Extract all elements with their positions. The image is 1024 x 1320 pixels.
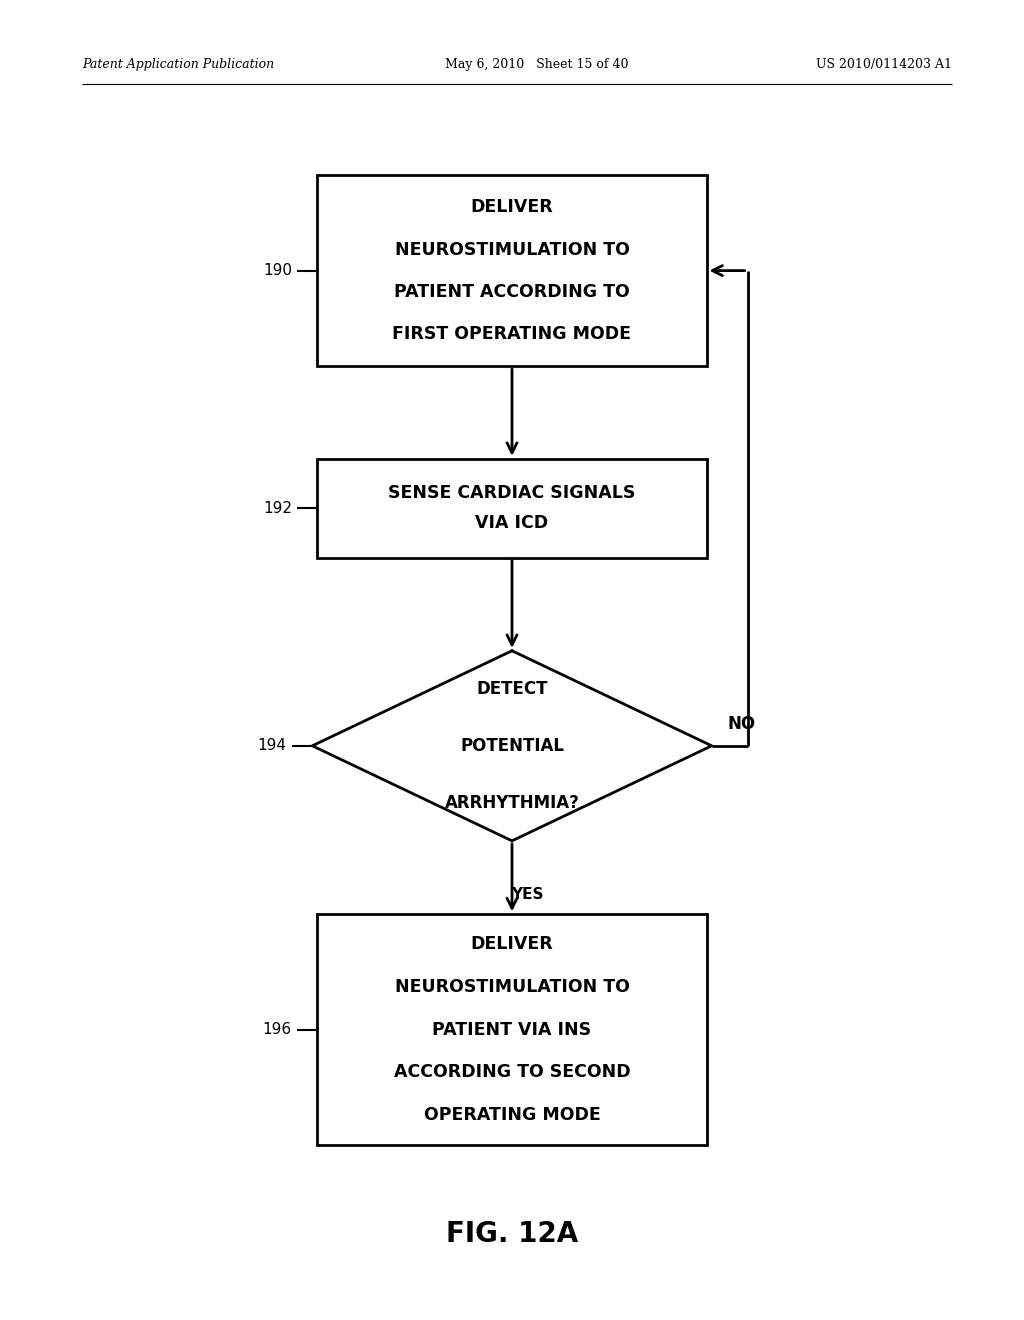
Bar (317, 174, 707, 366)
Text: VIA ICD: VIA ICD (475, 513, 549, 532)
Text: FIRST OPERATING MODE: FIRST OPERATING MODE (392, 325, 632, 343)
Text: NO: NO (727, 714, 755, 733)
Text: OPERATING MODE: OPERATING MODE (424, 1106, 600, 1125)
Text: NEUROSTIMULATION TO: NEUROSTIMULATION TO (394, 978, 630, 995)
Text: May 6, 2010   Sheet 15 of 40: May 6, 2010 Sheet 15 of 40 (445, 58, 629, 71)
Text: POTENTIAL: POTENTIAL (460, 737, 564, 755)
Text: DELIVER: DELIVER (471, 198, 553, 216)
Polygon shape (312, 651, 712, 841)
Bar (317, 459, 707, 557)
Text: 196: 196 (263, 1022, 292, 1038)
Text: 192: 192 (263, 500, 292, 516)
Text: NEUROSTIMULATION TO: NEUROSTIMULATION TO (394, 240, 630, 259)
Text: PATIENT VIA INS: PATIENT VIA INS (432, 1020, 592, 1039)
Text: ARRHYTHMIA?: ARRHYTHMIA? (444, 793, 580, 812)
Text: 190: 190 (263, 263, 292, 279)
Text: PATIENT ACCORDING TO: PATIENT ACCORDING TO (394, 282, 630, 301)
Text: DETECT: DETECT (476, 680, 548, 698)
Text: US 2010/0114203 A1: US 2010/0114203 A1 (816, 58, 952, 71)
Text: SENSE CARDIAC SIGNALS: SENSE CARDIAC SIGNALS (388, 484, 636, 503)
Text: DELIVER: DELIVER (471, 935, 553, 953)
Text: FIG. 12A: FIG. 12A (445, 1220, 579, 1249)
Text: YES: YES (511, 887, 544, 902)
Bar (317, 913, 707, 1144)
Text: Patent Application Publication: Patent Application Publication (82, 58, 274, 71)
Text: 194: 194 (258, 738, 287, 754)
Text: ACCORDING TO SECOND: ACCORDING TO SECOND (393, 1064, 631, 1081)
